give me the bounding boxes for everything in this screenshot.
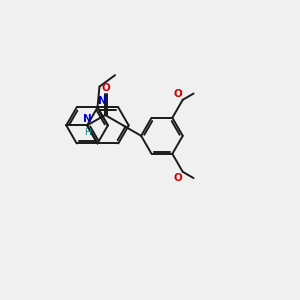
Text: H: H — [84, 128, 91, 137]
Text: O: O — [173, 173, 182, 183]
Text: N: N — [98, 96, 107, 106]
Text: N: N — [83, 114, 92, 124]
Text: O: O — [173, 89, 182, 99]
Text: O: O — [102, 83, 110, 93]
